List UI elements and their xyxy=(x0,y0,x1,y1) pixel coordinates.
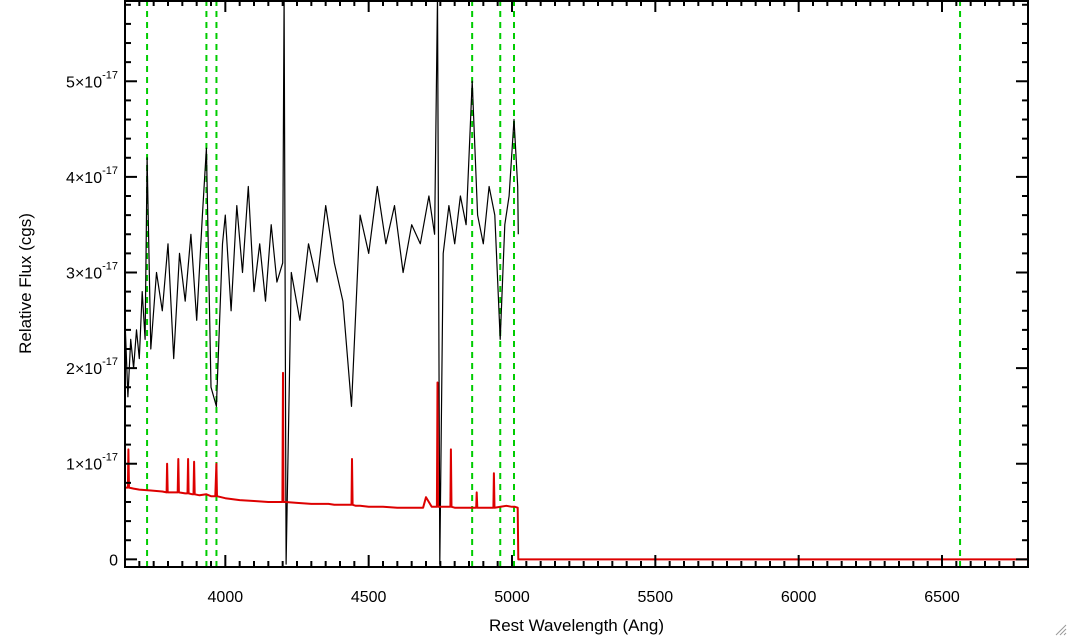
y-tick-exponent: -17 xyxy=(102,356,118,368)
y-tick-exponent: -17 xyxy=(102,69,118,81)
x-tick-label: 6000 xyxy=(781,589,817,606)
y-tick-exponent: -17 xyxy=(102,452,118,464)
series-layer xyxy=(125,0,1028,565)
x-tick-label: 6500 xyxy=(924,589,960,606)
y-tick-label: 0 xyxy=(109,552,118,569)
x-axis-label: Rest Wavelength (Ang) xyxy=(489,616,664,635)
x-tick-labels: 4000 4500 5000 5500 6000 6500 xyxy=(208,589,960,606)
y-axis-label: Relative Flux (cgs) xyxy=(16,213,35,354)
x-tick-label: 5500 xyxy=(638,589,674,606)
y-tick-mantissa: 3×10 xyxy=(66,266,102,283)
y-tick-mantissa: 1×10 xyxy=(66,457,102,474)
y-tick-label: 1×10-17 xyxy=(66,452,118,474)
model-spectrum-line xyxy=(125,371,1028,561)
observed-spectrum-line xyxy=(125,0,519,565)
y-tick-mantissa: 5×10 xyxy=(66,74,102,91)
y-tick-mantissa: 2×10 xyxy=(66,361,102,378)
reference-lines xyxy=(146,0,962,567)
y-tick-labels: 01×10-172×10-173×10-174×10-175×10-17 xyxy=(66,69,118,569)
y-tick-label: 5×10-17 xyxy=(66,69,118,91)
axis-ticks xyxy=(125,0,1029,567)
x-tick-label: 5000 xyxy=(494,589,530,606)
plot-frame xyxy=(124,0,1029,568)
y-tick-exponent: -17 xyxy=(102,261,118,273)
y-tick-label: 4×10-17 xyxy=(66,165,118,187)
x-tick-label: 4000 xyxy=(208,589,244,606)
y-tick-exponent: -17 xyxy=(102,165,118,177)
y-tick-label: 3×10-17 xyxy=(66,261,118,283)
resize-grip-icon[interactable] xyxy=(1055,624,1067,636)
y-tick-label: 2×10-17 xyxy=(66,356,118,378)
y-tick-mantissa: 4×10 xyxy=(66,170,102,187)
x-tick-label: 4500 xyxy=(351,589,387,606)
